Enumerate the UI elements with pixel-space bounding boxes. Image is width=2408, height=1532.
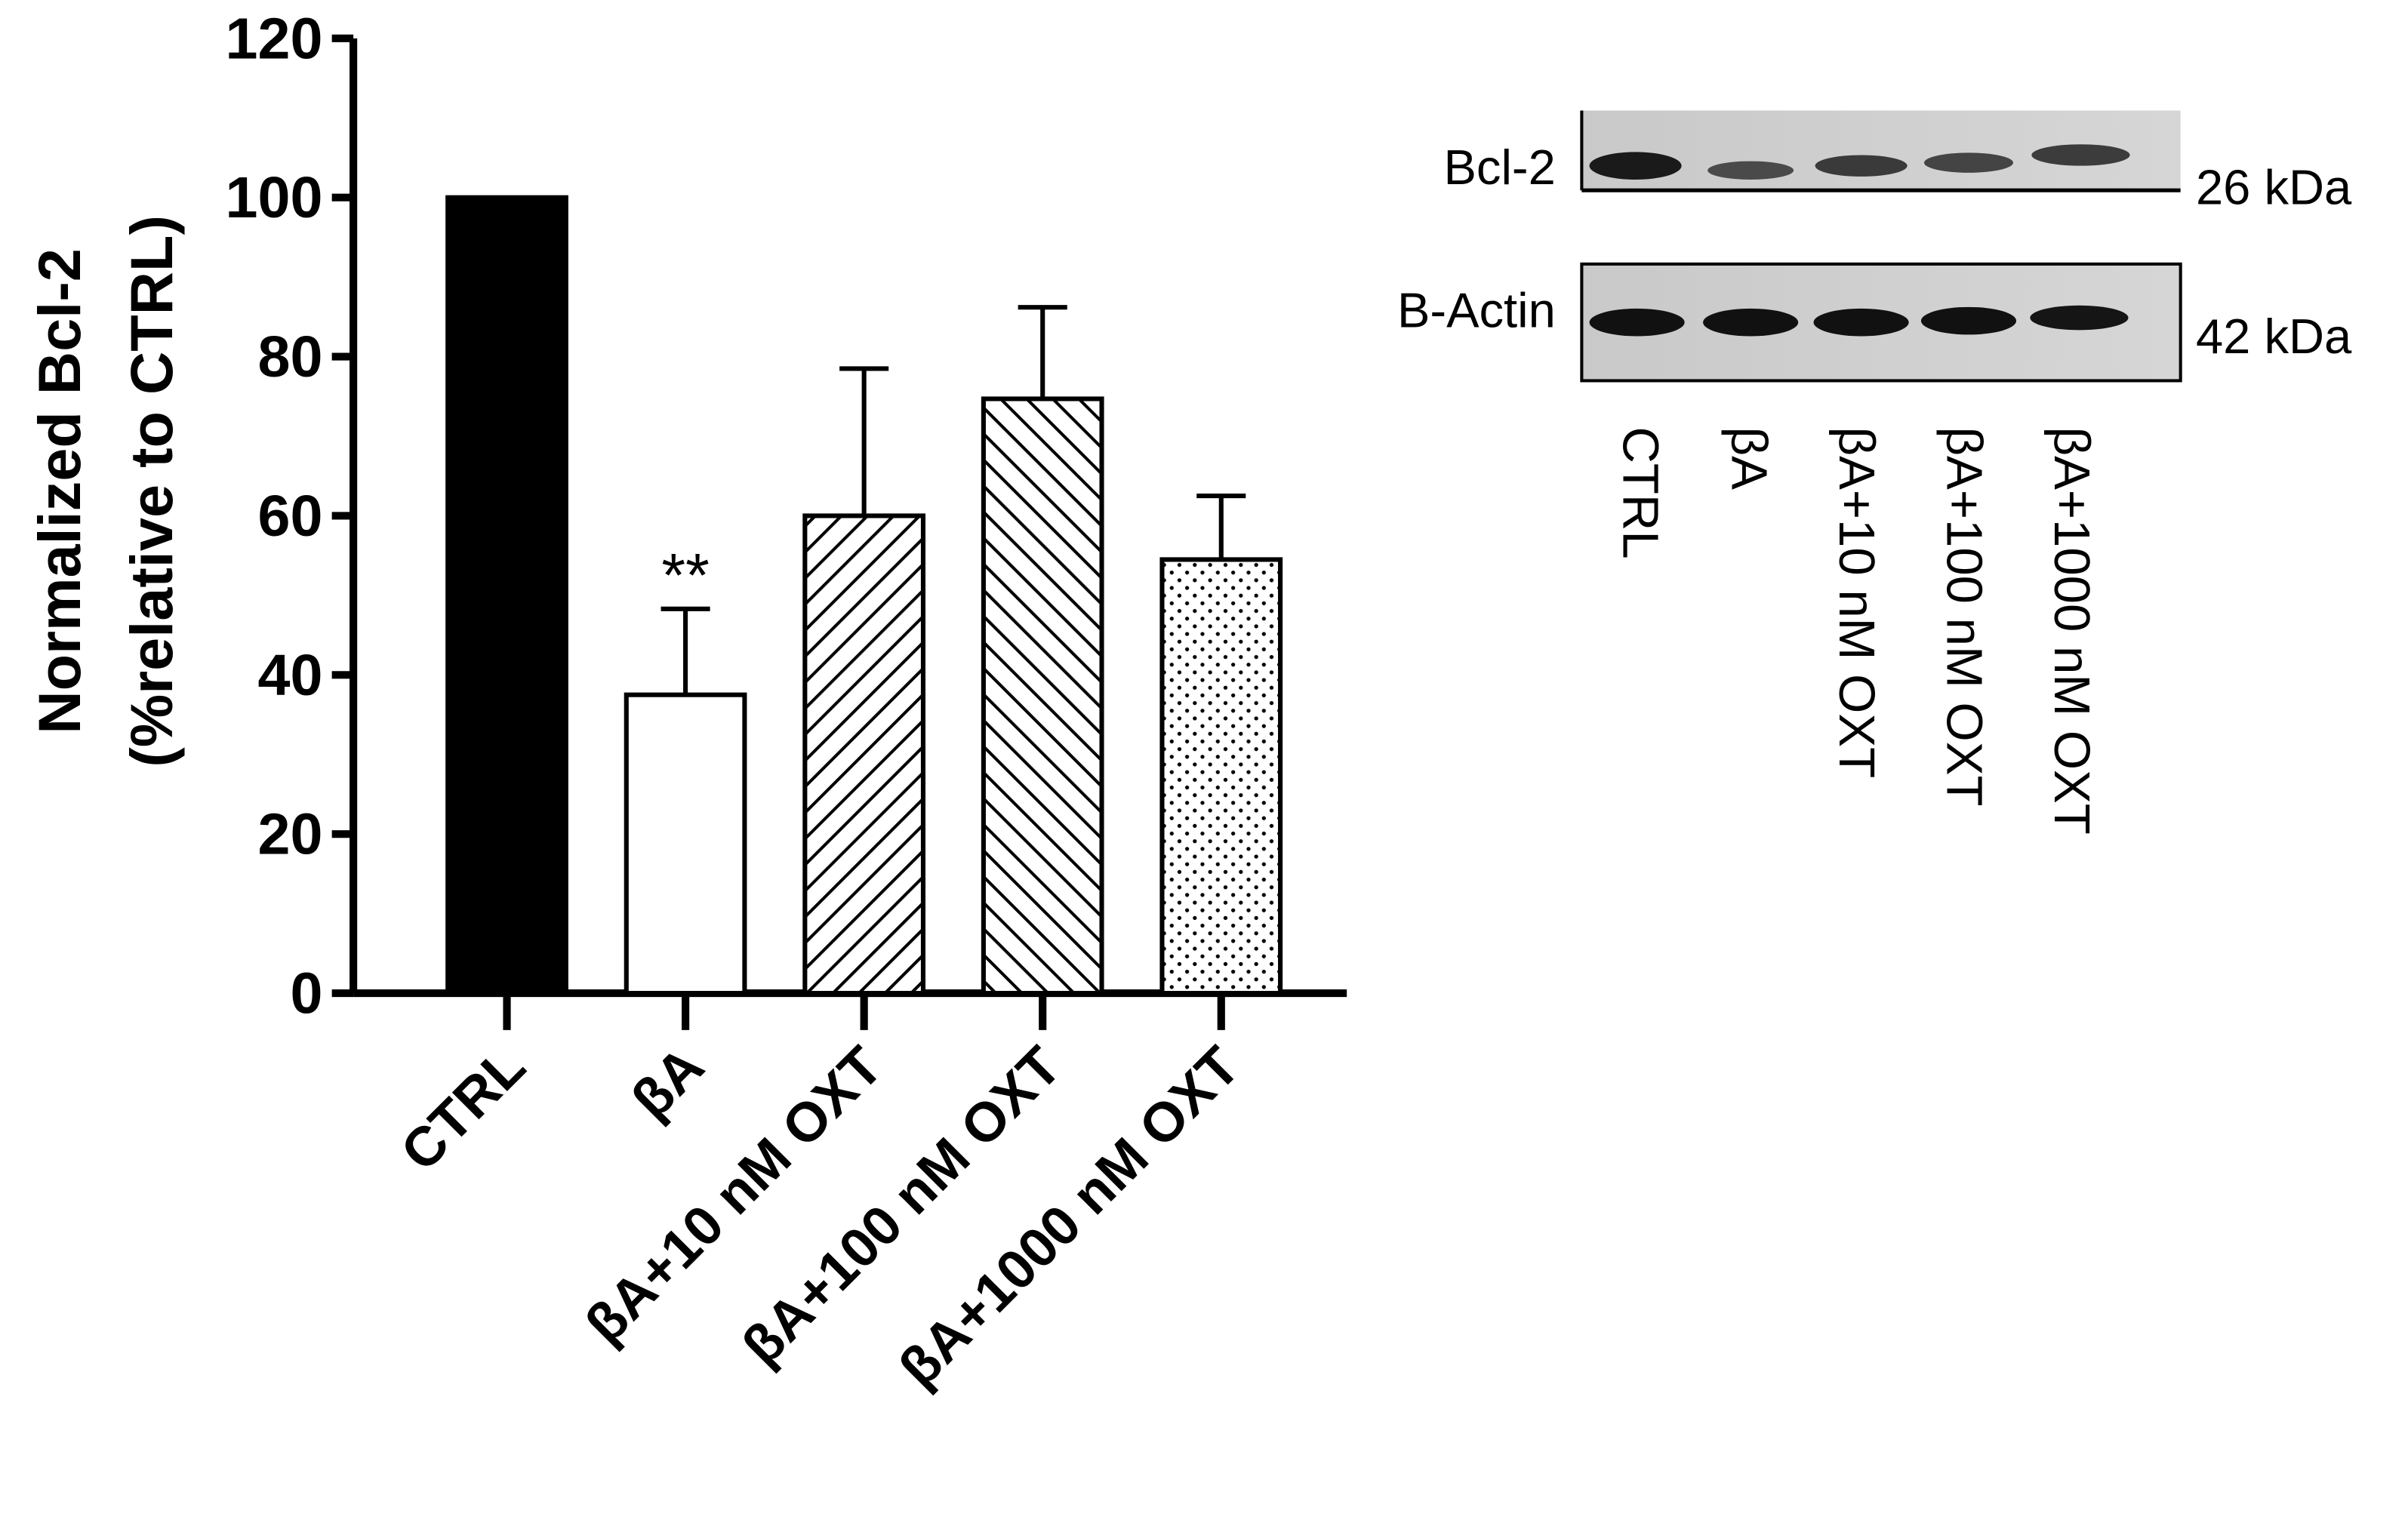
band — [1589, 308, 1685, 337]
blot-lane-label: CTRL — [1612, 426, 1668, 558]
y-axis-label: (%relative to CTRL) — [118, 215, 185, 768]
error-bar — [661, 606, 710, 695]
blot-row-label: B-Actin — [1397, 282, 1556, 337]
blot-lane-label: βA+100 nM OXT — [1935, 426, 1992, 806]
y-tick-label: 120 — [225, 6, 322, 71]
band — [2030, 305, 2129, 331]
x-tick-label: βA+1000 nM OXT — [887, 1035, 1251, 1398]
x-tick-label: βA+10 nM OXT — [574, 1035, 895, 1355]
band — [1813, 308, 1909, 337]
error-bar — [839, 366, 889, 516]
x-tick-label: βA — [620, 1035, 716, 1131]
blot-size-label: 26 kDa — [2196, 160, 2352, 215]
error-bar — [1196, 494, 1246, 560]
band — [1589, 152, 1682, 180]
bar — [1159, 557, 1283, 996]
band — [2031, 144, 2130, 166]
x-tick-label: βA+100 nM OXT — [730, 1035, 1073, 1377]
y-tick-label: 100 — [225, 165, 322, 230]
y-axis-label: Normalized Bcl-2 — [26, 248, 93, 734]
annotation: ** — [661, 542, 709, 611]
bar — [445, 195, 568, 996]
blot-size-label: 42 kDa — [2196, 309, 2352, 364]
bar — [802, 513, 926, 996]
y-tick-label: 80 — [257, 325, 322, 389]
y-tick-label: 40 — [257, 643, 322, 708]
band — [1923, 152, 2013, 173]
x-tick-label: CTRL — [389, 1035, 537, 1183]
bar — [624, 692, 747, 996]
y-tick-label: 20 — [257, 802, 322, 867]
bar — [981, 396, 1104, 996]
band — [1815, 155, 1908, 177]
band — [1703, 308, 1799, 337]
error-bar — [1018, 305, 1067, 399]
blot-lane-label: βA+1000 nM OXT — [2043, 426, 2100, 834]
y-tick-label: 60 — [257, 484, 322, 549]
band — [1707, 161, 1794, 180]
y-tick-label: 0 — [290, 961, 322, 1026]
blot-lane-label: βA+10 nM OXT — [1828, 426, 1885, 778]
blot-lane-label: βA — [1721, 426, 1778, 490]
blot-row-label: Bcl-2 — [1444, 140, 1556, 195]
band — [1920, 306, 2017, 335]
western-blot: Bcl-2 26 kDa B-Actin 42 kDa CTRL βA βA+10 nM O… — [1397, 110, 2352, 835]
